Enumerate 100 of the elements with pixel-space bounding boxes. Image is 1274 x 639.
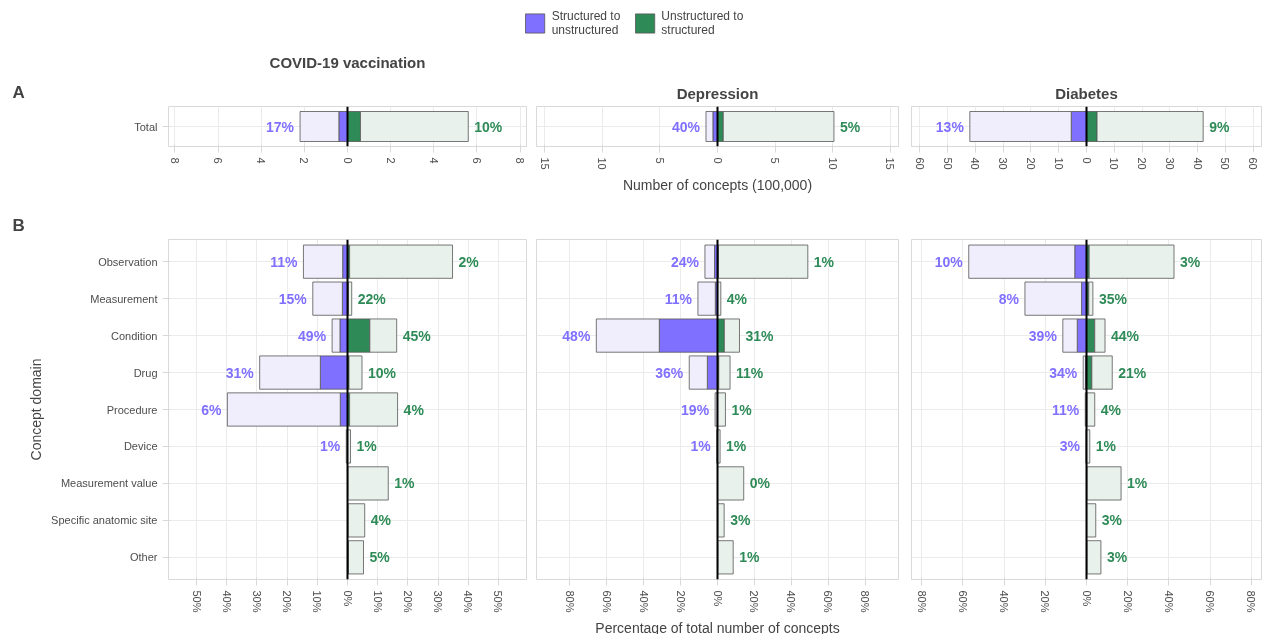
annotation: 1% [739,549,760,566]
y-tick-label: Measurement [90,292,158,305]
x-tick-label: 20% [281,590,294,613]
annotation: 6% [201,401,222,418]
text: A [12,82,25,102]
x-tick-label: 10% [371,590,384,613]
annotation: 10% [367,364,397,381]
annotation: 2% [458,253,480,270]
annotation: 1% [1127,475,1148,492]
annotation: 1% [731,401,753,418]
annotation: 5% [369,549,391,566]
annotation: 5% [839,118,861,135]
annotation: 21% [1118,364,1147,381]
x-tick-label: 2 [384,157,397,164]
annotation: 0% [749,475,771,492]
annotation: 11% [736,364,764,381]
annotation: 34% [1049,364,1078,381]
annotation: 3% [1101,512,1123,529]
x-tick-label: 60 [1247,157,1260,170]
annotation: 4% [726,290,748,307]
x-tick-label: 40% [637,590,650,613]
x-tick-label: 20% [401,590,414,613]
annotation: 31% [225,364,255,381]
x-tick-label: 50% [492,590,505,613]
x-tick-label: 40% [998,590,1011,613]
x-tick-label: 80% [563,590,576,613]
x-tick-label: 40 [1191,157,1204,170]
annotation: 13% [935,118,965,135]
y-tick-label: Observation [98,255,158,268]
y-tick-label: Device [123,440,158,453]
x-tick-label: 30% [250,590,263,613]
x-tick-label: 60% [1204,590,1217,613]
x-tick-label: 6 [470,157,483,164]
annotation: 10% [474,118,503,135]
annotation: 24% [670,253,700,270]
annotation: 1% [726,438,747,455]
chart-title: COVID-19 vaccination [269,53,426,71]
x-tick-label: 40% [462,590,475,613]
x-tick-label: 8 [168,157,181,164]
annotation: 11% [1052,401,1080,418]
x-tick-label: 0 [1080,157,1093,164]
x-tick-label: 50% [190,590,203,613]
x-tick-label: 20% [1039,590,1052,613]
annotation: 1% [394,475,416,492]
annotation: 22% [357,290,387,307]
x-tick-label: 10% [311,590,324,613]
annotation: 39% [1028,327,1058,344]
annotation: 1% [1095,438,1117,455]
annotation: 31% [745,327,775,344]
x-tick-label: 10 [1052,157,1065,170]
annotation: 48% [562,327,591,344]
x-tick-label: 0% [341,590,354,607]
text: B [12,215,25,235]
x-tick-label: 0% [1080,590,1093,607]
x-tick-label: 10 [1108,157,1121,170]
x-tick-label: 30 [997,157,1010,170]
x-tick-label: 0% [711,590,724,607]
x-tick-label: 15 [538,157,551,170]
x-tick-label: 5 [769,157,782,164]
annotation: 44% [1111,327,1140,344]
x-tick-label: 20 [1024,157,1037,170]
y-tick-label: Specific anatomic site [51,514,158,527]
annotation: 9% [1209,118,1230,135]
annotation: 45% [402,327,432,344]
x-axis-title: Number of concepts (100,000) [622,176,813,193]
x-tick-label: 40 [969,157,982,170]
annotation: 3% [1059,438,1081,455]
annotation: 36% [655,364,684,381]
annotation: 1% [320,438,341,455]
x-tick-label: 40% [1162,590,1175,613]
annotation: 35% [1098,290,1128,307]
annotation: 11% [270,253,298,270]
y-tick-label: Measurement value [60,477,158,490]
x-tick-label: 80% [1245,590,1258,613]
x-tick-label: 5 [653,157,666,164]
annotation: 8% [998,290,1020,307]
y-axis-title: Concept domain [28,358,45,461]
annotation: 40% [671,118,701,135]
x-tick-label: 10 [596,157,609,170]
x-tick-label: 8 [514,157,527,164]
annotation: 3% [1180,253,1201,270]
annotation: 15% [278,290,308,307]
annotation: 3% [1106,549,1128,566]
annotation: 3% [730,512,751,529]
annotation: 1% [356,438,378,455]
y-tick-label: Drug [133,366,158,379]
x-tick-label: 20 [1136,157,1149,170]
x-tick-label: 40% [785,590,798,613]
x-tick-label: 80% [859,590,872,613]
y-tick-label: Condition [111,329,158,342]
x-tick-label: 30% [432,590,445,613]
x-tick-label: 2 [298,157,311,164]
annotation: 4% [370,512,392,529]
y-tick-label: Total [134,120,158,133]
x-tick-label: 30 [1163,157,1176,170]
chart-title: Diabetes [1055,84,1118,102]
annotation: 10% [934,253,964,270]
x-tick-label: 20% [1121,590,1134,613]
x-tick-label: 4 [255,157,268,164]
legend-label: Structured to unstructured [551,9,621,37]
